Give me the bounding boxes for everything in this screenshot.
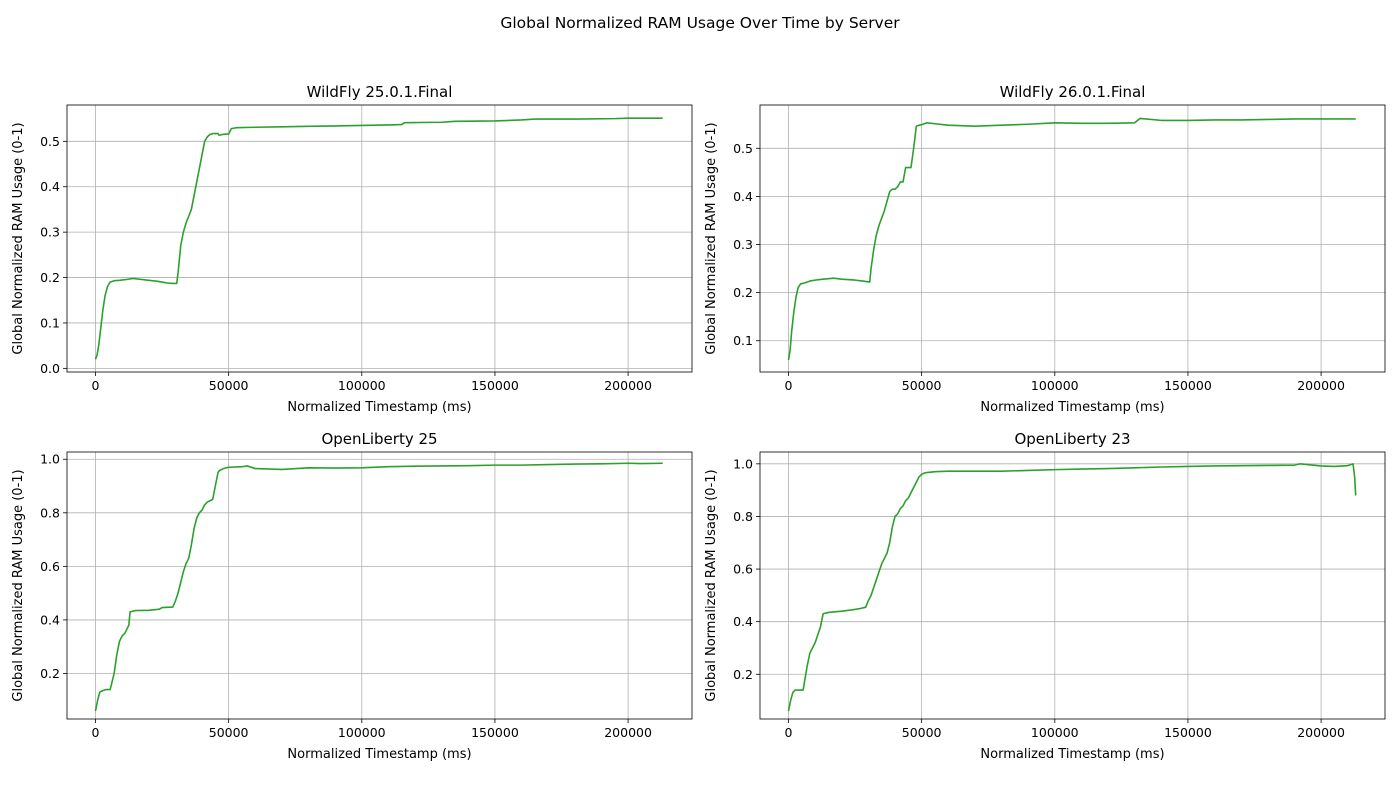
x-tick-label: 150000 <box>471 378 519 393</box>
y-tick-label: 0.4 <box>733 614 753 629</box>
y-tick-label: 0.1 <box>40 315 60 330</box>
x-tick-label: 100000 <box>338 725 386 740</box>
series-line <box>787 117 1356 361</box>
subplot-4: 0 50000 100000 150000 200000 0.2 0.4 0.6 0.8 1.0 O… <box>704 430 1386 762</box>
y-tick-label: 0.5 <box>733 141 753 156</box>
y-tick-label: 0.2 <box>733 285 753 300</box>
x-axis-label: Normalized Timestamp (ms) <box>287 400 471 415</box>
y-tick-label: 0.3 <box>40 225 60 240</box>
axes-frame <box>66 104 693 373</box>
axes-frame <box>759 451 1386 720</box>
subplot-1: 0 50000 100000 150000 200000 0.0 0.1 0.2 0.3 0.4 0… <box>11 83 693 415</box>
x-tick-label: 200000 <box>1297 725 1345 740</box>
y-tick-label: 0.6 <box>40 559 60 574</box>
y-tick-label: 0.4 <box>40 179 60 194</box>
y-axis-label: Global Normalized RAM Usage (0-1) <box>11 469 26 701</box>
subplots: 0 50000 100000 150000 2000000.00.10.20.30.40… <box>11 83 1386 762</box>
x-tick-label: 50000 <box>902 725 942 740</box>
axes-frame <box>66 451 693 720</box>
x-tick-label: 150000 <box>1164 725 1212 740</box>
subplot-3: 0 50000 100000 150000 200000 0.2 0.4 0.6 0.8 1.0 O… <box>11 430 693 762</box>
x-tick-label: 100000 <box>338 378 386 393</box>
x-tick-label: 50000 <box>209 725 249 740</box>
y-tick-label: 0.2 <box>733 667 753 682</box>
y-tick-label: 0.3 <box>733 237 753 252</box>
x-axis-label: Normalized Timestamp (ms) <box>980 747 1164 762</box>
x-tick-label: 0 <box>92 378 100 393</box>
y-tick-label: 1.0 <box>40 452 60 467</box>
x-axis-label: Normalized Timestamp (ms) <box>980 400 1164 415</box>
y-tick-label: 1.0 <box>733 456 753 471</box>
x-tick-label: 200000 <box>604 378 652 393</box>
y-axis-label: Global Normalized RAM Usage (0-1) <box>11 122 26 354</box>
x-tick-label: 0 <box>92 725 100 740</box>
y-axis-label: Global Normalized RAM Usage (0-1) <box>704 469 719 701</box>
series-line <box>94 462 663 712</box>
y-tick-label: 0.2 <box>40 666 60 681</box>
y-tick-label: 0.1 <box>733 333 753 348</box>
series-line <box>787 463 1357 712</box>
subplot-2: 0 50000 100000 150000 200000 0.1 0.2 0.3 0.4 0.5 W… <box>704 83 1386 415</box>
x-tick-label: 100000 <box>1031 725 1079 740</box>
y-tick-label: 0.8 <box>733 509 753 524</box>
subplot-title: WildFly 26.0.1.Final <box>1000 83 1146 101</box>
x-tick-label: 100000 <box>1031 378 1079 393</box>
y-tick-label: 0.5 <box>40 134 60 149</box>
figure-title: Global Normalized RAM Usage Over Time by… <box>500 14 900 32</box>
x-tick-label: 50000 <box>209 378 249 393</box>
x-tick-label: 200000 <box>604 725 652 740</box>
x-tick-label: 150000 <box>471 725 519 740</box>
subplot-title: OpenLiberty 23 <box>1014 430 1130 448</box>
subplot-title: WildFly 25.0.1.Final <box>307 83 453 101</box>
y-axis-label: Global Normalized RAM Usage (0-1) <box>704 122 719 354</box>
y-tick-label: 0.4 <box>733 189 753 204</box>
x-tick-label: 50000 <box>902 378 942 393</box>
x-tick-label: 150000 <box>1164 378 1212 393</box>
subplot-title: OpenLiberty 25 <box>321 430 437 448</box>
y-tick-label: 0.6 <box>733 562 753 577</box>
x-axis-label: Normalized Timestamp (ms) <box>287 747 471 762</box>
y-tick-label: 0.4 <box>40 612 60 627</box>
x-tick-label: 200000 <box>1297 378 1345 393</box>
series-line <box>94 117 663 360</box>
y-tick-label: 0.2 <box>40 270 60 285</box>
x-tick-label: 0 <box>785 725 793 740</box>
y-tick-label: 0.8 <box>40 505 60 520</box>
y-tick-label: 0.0 <box>40 361 60 376</box>
axes-frame <box>759 104 1386 373</box>
x-tick-label: 0 <box>785 378 793 393</box>
